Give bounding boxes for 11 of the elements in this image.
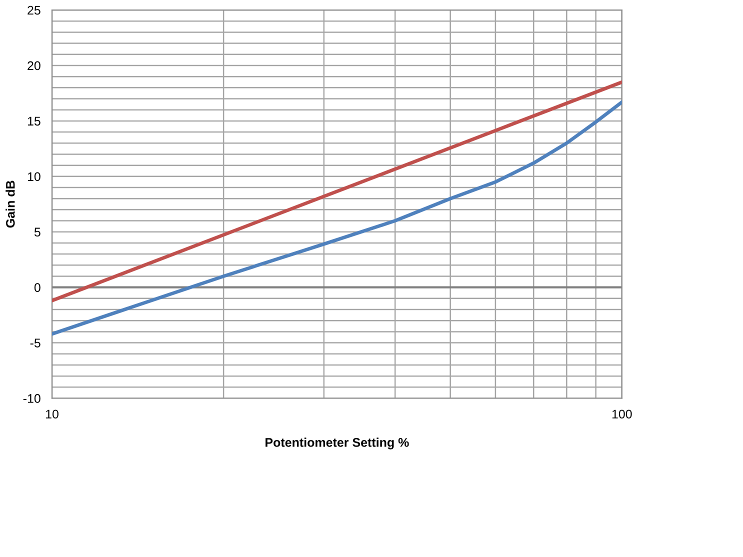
y-tick-label: 15: [28, 116, 40, 126]
y-tick-label: 0: [34, 283, 40, 292]
y-tick-label: 20: [28, 61, 40, 70]
y-axis-title: Gain dB: [6, 180, 15, 228]
x-tick-label: 100: [612, 410, 632, 419]
x-axis-title: Potentiometer Setting %: [266, 438, 409, 450]
y-tick-label: -5: [30, 338, 40, 348]
y-tick-label: 10: [28, 172, 40, 182]
y-tick-label: -10: [23, 394, 40, 403]
y-tick-label: 25: [28, 6, 40, 15]
y-tick-label: 5: [34, 228, 40, 237]
